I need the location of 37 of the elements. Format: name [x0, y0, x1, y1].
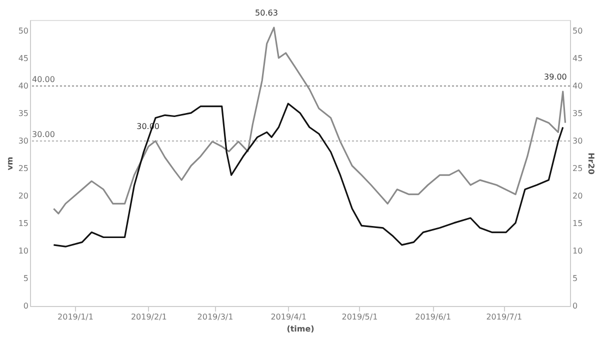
x-tick-label: 2019/5/1: [342, 312, 378, 322]
y-tick-label: 25: [18, 164, 28, 173]
annotation: 39.00: [544, 72, 567, 82]
line-series: [52, 102, 564, 248]
y-tick-label: 10: [18, 246, 28, 256]
x-tick-label: 2019/3/1: [197, 312, 234, 322]
x-axis-title: (time): [286, 324, 314, 334]
x-tick-label: 2019/7/1: [486, 312, 522, 322]
y-tick-label: 0: [23, 302, 28, 310]
y-tick-label: 45: [18, 54, 28, 63]
y-tick-label: 20: [18, 192, 28, 200]
ref-line-label: 30.00: [32, 130, 55, 139]
x-tick-label: 2019/2/1: [130, 312, 167, 322]
x-tick-label: 2019/4/1: [270, 312, 307, 322]
y2-tick-label: 50: [572, 26, 583, 36]
y-tick-label: 35: [18, 109, 28, 118]
y2-tick-label: 40: [572, 82, 583, 90]
ref-line-label: 40.00: [32, 75, 55, 84]
y-tick-label: 5: [23, 274, 28, 283]
y2-tick-label: 15: [572, 219, 583, 228]
y-tick-label: 15: [18, 219, 28, 228]
y2-tick-label: 20: [572, 192, 583, 200]
y-tick-label: 30: [18, 136, 28, 146]
y2-tick-label: 45: [572, 54, 583, 63]
y-tick-label: 40: [18, 82, 28, 90]
y-tick-label: 50: [18, 26, 28, 36]
y2-tick-label: 10: [572, 246, 583, 256]
y2-tick-label: 0: [572, 302, 578, 310]
y2-tick-label: 25: [572, 164, 583, 173]
x-tick-label: 2019/6/1: [415, 312, 452, 322]
x-tick-label: 2019/1/1: [58, 312, 94, 322]
y2-tick-label: 30: [572, 136, 583, 146]
annotation: 50.63: [255, 8, 278, 18]
y2-tick-label: 5: [572, 274, 578, 283]
y2-tick-label: 35: [572, 109, 583, 118]
y2-axis-title: Hr20: [586, 152, 596, 175]
y-axis-title: vm: [5, 156, 14, 170]
